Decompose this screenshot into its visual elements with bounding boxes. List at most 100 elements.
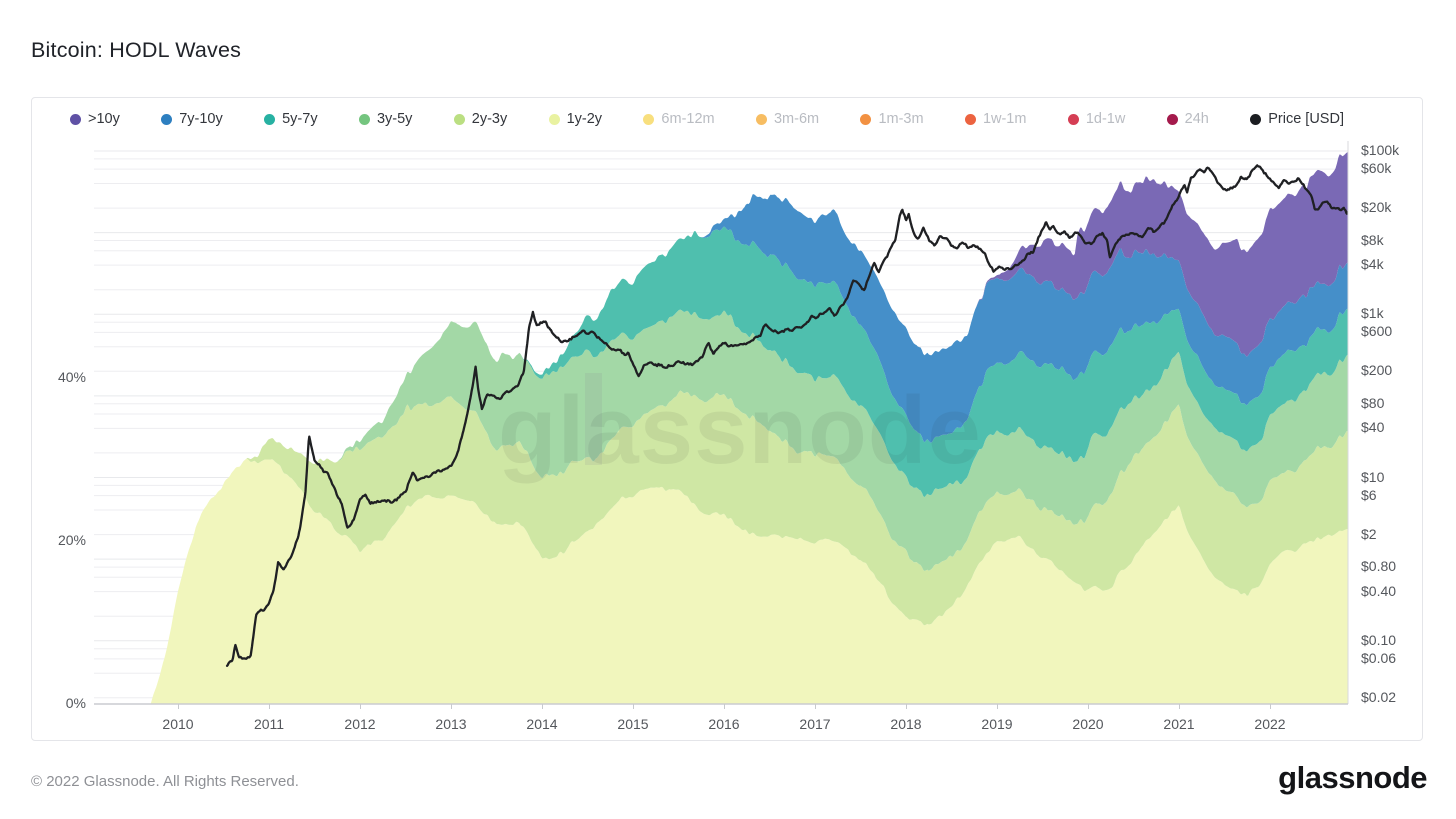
legend-label: 3m-6m	[773, 111, 820, 127]
y-axis-right-tick: $1k	[1361, 305, 1384, 322]
y-axis-right-tick: $0.40	[1361, 582, 1397, 599]
x-axis-tick: 2016	[708, 716, 740, 732]
x-axis-tick: 2021	[1163, 716, 1195, 732]
x-axis-tickmark	[724, 704, 725, 709]
legend-dot	[1166, 113, 1178, 125]
legend-item-2y-3y[interactable]: 2y-3y	[453, 111, 508, 127]
x-axis-tickmark	[633, 704, 634, 709]
x-axis-tickmark	[360, 704, 361, 709]
price-line	[225, 164, 1348, 667]
legend-item-5y-7y[interactable]: 5y-7y	[264, 111, 318, 127]
x-axis-tickmark	[1270, 704, 1271, 709]
y-axis-right-tick: $200	[1361, 362, 1393, 379]
footer-copyright: © 2022 Glassnode. All Rights Reserved.	[31, 773, 299, 790]
x-axis-tick: 2012	[344, 716, 376, 732]
legend-dot	[453, 113, 465, 125]
y-axis-right-tick: $4k	[1361, 256, 1384, 273]
legend-item-24h[interactable]: 24h	[1166, 111, 1209, 127]
y-axis-right-tick: $0.10	[1361, 631, 1397, 648]
legend-item-1y-2y[interactable]: 1y-2y	[548, 111, 603, 127]
x-axis-tick: 2010	[162, 716, 194, 732]
x-axis-tick: 2020	[1072, 716, 1104, 732]
x-axis-tick: 2019	[981, 716, 1013, 732]
legend-item-1m-3m[interactable]: 1m-3m	[860, 111, 924, 127]
x-axis-tickmark	[1088, 704, 1089, 709]
legend-label: 1y-2y	[566, 111, 603, 127]
hodl-waves-chart: glassnode	[94, 141, 1349, 705]
y-axis-right-tick: $0.02	[1361, 688, 1397, 705]
y-axis-right-tick: $20k	[1361, 199, 1392, 216]
y-axis-left-tick: 40%	[57, 369, 86, 385]
legend-dot	[358, 113, 370, 125]
y-axis-right-tick: $40	[1361, 419, 1385, 436]
watermark: glassnode	[498, 377, 982, 484]
legend-item-1w-1m[interactable]: 1w-1m	[964, 111, 1027, 127]
x-axis-tickmark	[542, 704, 543, 709]
y-axis-right-tick: $0.80	[1361, 558, 1397, 575]
x-axis-tick: 2013	[435, 716, 467, 732]
legend-label: 7y-10y	[179, 111, 223, 127]
y-axis-right-tick: $6	[1361, 486, 1377, 503]
legend-dot	[643, 113, 655, 125]
chart-card: >10y 7y-10y 5y-7y 3y-5y 2y-3y 1y-2y 6m-12m 3m-6…	[31, 97, 1423, 741]
legend-label: 24h	[1184, 111, 1209, 127]
legend-item-price-usd-[interactable]: Price [USD]	[1250, 111, 1344, 127]
y-axis-right-tick: $80	[1361, 394, 1385, 411]
legend-label: 1d-1w	[1085, 111, 1126, 127]
x-axis-tick: 2014	[526, 716, 558, 732]
page-title: Bitcoin: HODL Waves	[31, 38, 242, 62]
hover-bar-artifact	[585, 373, 602, 465]
legend-label: 3y-5y	[376, 111, 413, 127]
glassnode-logo: glassnode	[1278, 760, 1427, 795]
legend-item-3y-5y[interactable]: 3y-5y	[358, 111, 413, 127]
x-axis-tickmark	[815, 704, 816, 709]
x-axis-tickmark	[269, 704, 270, 709]
chart-plot-area[interactable]: glassnode 0% 20% 40% $100k $60k $20k $8k $4k $1k…	[58, 141, 1399, 732]
y-axis-right-tick: $100k	[1361, 142, 1400, 158]
area-series-2y-3y	[150, 390, 1348, 704]
legend-item-6m-12m[interactable]: 6m-12m	[643, 111, 715, 127]
x-axis-tick: 2017	[799, 716, 831, 732]
legend-item-1d-1w[interactable]: 1d-1w	[1067, 111, 1126, 127]
legend-item-3m-6m[interactable]: 3m-6m	[755, 111, 820, 127]
legend-dot	[1250, 113, 1262, 125]
legend-label: 5y-7y	[282, 111, 318, 127]
legend-dot	[161, 113, 173, 125]
area-series-1y-2y	[150, 458, 1348, 704]
y-axis-right-tick: $600	[1361, 323, 1393, 340]
legend-dot	[70, 113, 81, 125]
y-axis-right-tick: $10	[1361, 468, 1385, 485]
x-axis-tickmark	[997, 704, 998, 709]
legend-dot	[964, 113, 976, 125]
legend-label: 1w-1m	[982, 111, 1027, 127]
area-series-7y-10y	[150, 194, 1348, 704]
x-axis-tickmark	[178, 704, 179, 709]
x-axis-tickmark	[1179, 704, 1180, 709]
y-axis-right-tick: $8k	[1361, 231, 1384, 248]
x-axis-tick: 2011	[253, 716, 285, 732]
x-axis-tick: 2022	[1254, 716, 1286, 732]
x-axis-tickmark	[906, 704, 907, 709]
legend-item-7y-10y[interactable]: 7y-10y	[161, 111, 223, 127]
y-axis-right-tick: $60k	[1361, 160, 1392, 177]
legend-label: 2y-3y	[471, 111, 508, 127]
legend-label: 1m-3m	[878, 111, 924, 127]
x-axis-tick: 2018	[890, 716, 922, 732]
legend-dot	[1067, 113, 1079, 125]
y-axis-left-tick: 20%	[57, 532, 86, 548]
legend-label: Price [USD]	[1268, 111, 1344, 127]
legend-dot	[548, 113, 560, 125]
legend-label: 6m-12m	[661, 111, 715, 127]
legend-dot	[860, 113, 872, 125]
legend-dot	[755, 113, 767, 125]
legend-dot	[264, 113, 276, 125]
y-axis-right-tick: $0.06	[1361, 649, 1397, 666]
y-axis-left-tick: 0%	[65, 695, 86, 711]
legend-item--10y[interactable]: >10y	[70, 111, 120, 127]
stacked-areas	[150, 151, 1348, 704]
legend: >10y 7y-10y 5y-7y 3y-5y 2y-3y 1y-2y 6m-12m 3m-6…	[32, 98, 1422, 140]
x-axis-tickmark	[451, 704, 452, 709]
legend-label: >10y	[88, 111, 120, 127]
x-axis-tick: 2015	[617, 716, 649, 732]
